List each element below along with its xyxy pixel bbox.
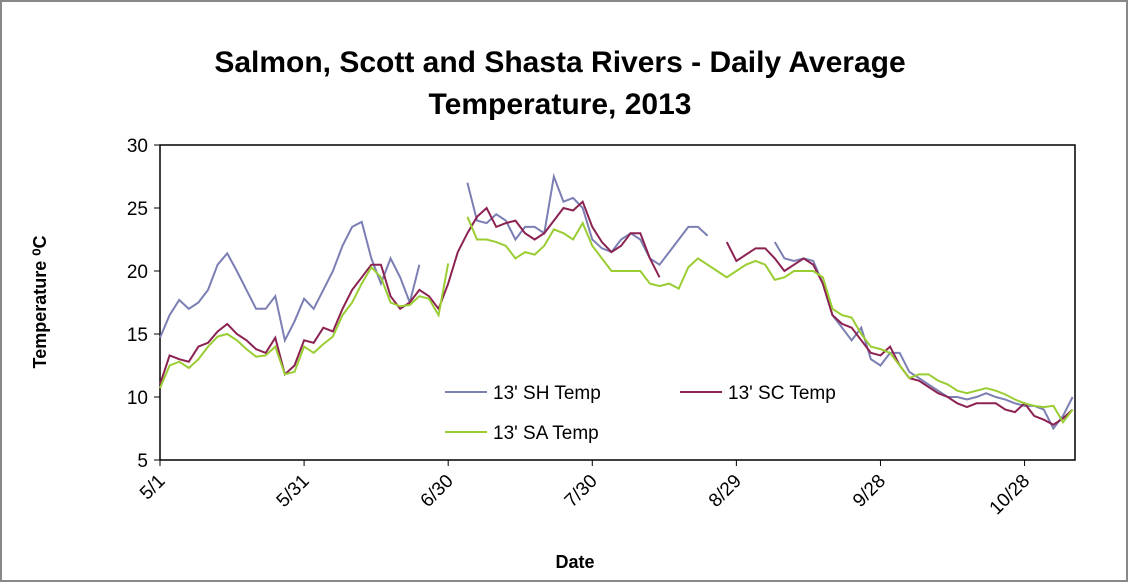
y-tick-label: 15 — [127, 325, 148, 346]
y-tick-label: 5 — [137, 451, 148, 472]
plot-area — [159, 144, 1076, 461]
y-axis-label: Temperature ⁰C — [30, 236, 50, 369]
chart-title: Salmon, Scott and Shasta Rivers - Daily … — [214, 46, 905, 79]
y-tick-label: 20 — [127, 262, 148, 283]
series-line — [159, 216, 1074, 424]
legend-label: 13' SA Temp — [493, 423, 599, 444]
y-tick-label: 10 — [127, 388, 148, 409]
y-tick-label: 30 — [127, 136, 148, 157]
y-tick-label: 25 — [127, 199, 148, 220]
legend-label: 13' SC Temp — [728, 383, 836, 404]
x-axis-label: Date — [555, 552, 594, 572]
chart-title: Temperature, 2013 — [429, 88, 692, 121]
legend-label: 13' SH Temp — [493, 383, 601, 404]
